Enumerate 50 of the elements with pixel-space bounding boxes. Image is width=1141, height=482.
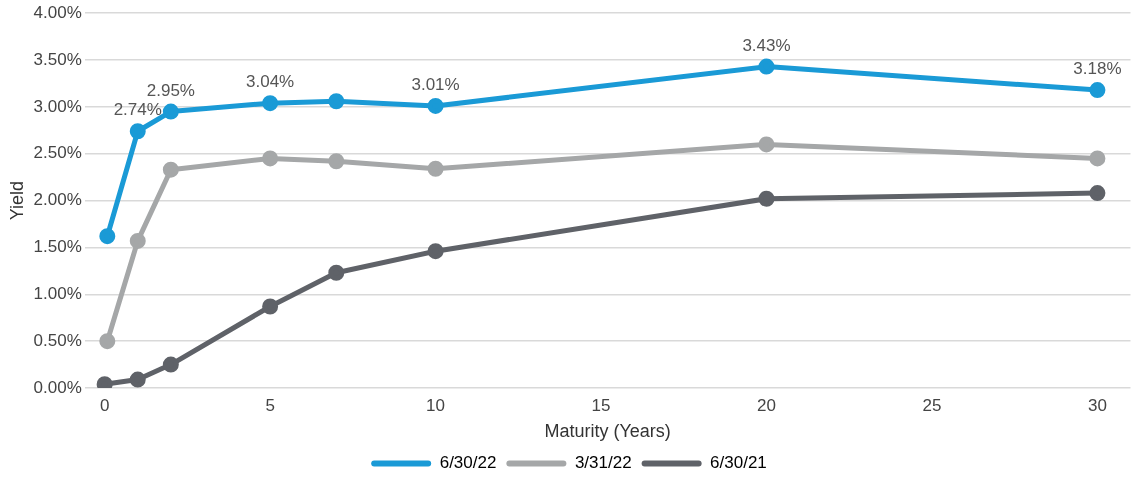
data-label: 3.04%	[246, 72, 295, 92]
point	[162, 103, 179, 120]
legend-label: 6/30/21	[710, 453, 767, 473]
y-tick-label: 2.00%	[33, 190, 82, 210]
point	[129, 123, 146, 140]
y-tick-label: 2.50%	[33, 143, 82, 163]
y-tick-label: 0.00%	[33, 377, 82, 397]
x-tick-label: 20	[757, 395, 776, 415]
point	[1089, 185, 1106, 202]
point	[328, 93, 345, 110]
point	[427, 160, 444, 177]
y-tick-label: 1.50%	[33, 237, 82, 257]
point	[427, 97, 444, 114]
point	[1089, 82, 1106, 99]
y-tick-label: 3.50%	[33, 49, 82, 69]
point	[162, 161, 179, 178]
point	[758, 136, 775, 153]
data-label: 3.43%	[742, 35, 791, 55]
y-tick-label: 3.00%	[33, 96, 82, 116]
y-tick-label: 4.00%	[33, 2, 82, 22]
point	[758, 58, 775, 75]
point	[99, 333, 116, 350]
point	[262, 298, 279, 315]
x-tick-label: 0	[99, 395, 110, 415]
x-tick-label: 5	[265, 395, 275, 415]
data-label: 3.01%	[411, 75, 460, 95]
y-tick-label: 1.00%	[33, 283, 82, 303]
point	[99, 228, 116, 245]
point	[162, 356, 179, 373]
point	[328, 153, 345, 170]
point	[427, 243, 444, 260]
point	[262, 95, 279, 112]
point	[328, 264, 345, 281]
y-tick-label: 0.50%	[33, 330, 82, 350]
data-label: 3.18%	[1073, 59, 1122, 79]
x-tick-label: 30	[1087, 395, 1107, 415]
x-tick-label: 15	[591, 395, 611, 415]
point	[129, 371, 146, 388]
legend-label: 6/30/22	[439, 453, 497, 473]
x-tick-label: 10	[426, 395, 446, 415]
data-label: 2.74%	[113, 100, 162, 120]
x-axis-title: Maturity (Years)	[544, 421, 671, 442]
point	[758, 190, 775, 207]
x-tick-label: 25	[922, 395, 942, 415]
point	[262, 150, 279, 167]
data-label: 2.95%	[146, 80, 195, 100]
point	[1089, 150, 1106, 167]
point	[129, 232, 146, 249]
y-axis-title: Yield	[6, 180, 27, 221]
legend-label: 3/31/22	[574, 453, 632, 473]
